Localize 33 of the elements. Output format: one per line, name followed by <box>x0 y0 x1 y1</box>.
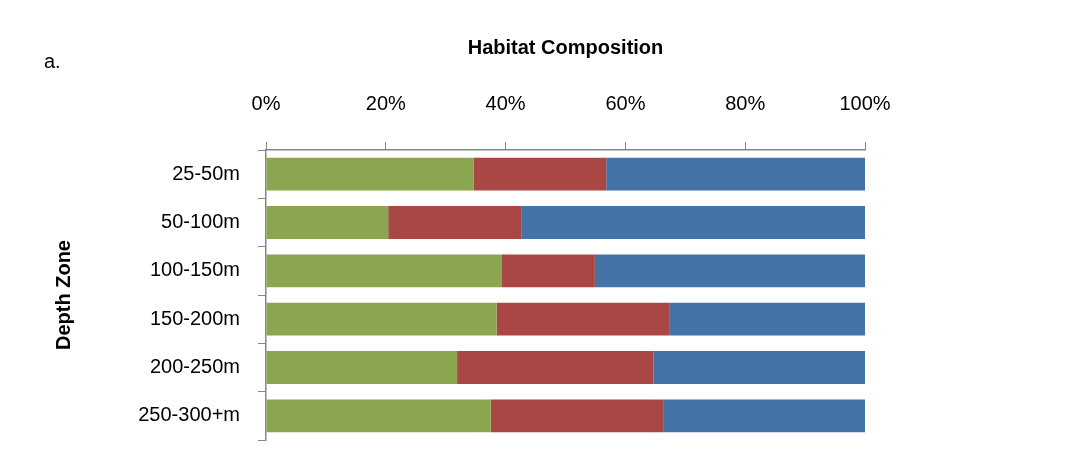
bar <box>457 351 654 384</box>
bar <box>388 206 522 239</box>
y-tick-label: 100-150m <box>149 258 240 281</box>
y-tick-label: 200-250m <box>149 355 240 378</box>
bar <box>473 157 607 191</box>
bar <box>266 351 458 384</box>
y-tick-label: 250-300+m <box>138 403 240 426</box>
x-tick-label: 100% <box>839 91 891 114</box>
bar <box>490 399 664 433</box>
bar <box>266 399 491 433</box>
bar <box>502 254 595 288</box>
y-tick-label: 50-100m <box>161 210 240 233</box>
bar <box>663 399 865 433</box>
text: a. <box>44 49 61 72</box>
bar <box>496 302 670 336</box>
bar <box>266 302 497 336</box>
x-tick-label: 40% <box>485 91 526 114</box>
x-tick-label: 60% <box>605 91 646 114</box>
bar <box>669 302 865 336</box>
bar <box>606 157 865 191</box>
y-axis-title: Depth Zone <box>51 240 74 350</box>
x-tick-label: 0% <box>251 91 281 114</box>
bar <box>266 157 474 191</box>
x-tick-label: 20% <box>365 91 407 114</box>
bar <box>266 254 503 288</box>
bar <box>594 254 865 288</box>
bar <box>266 206 389 239</box>
y-tick-label: 25-50m <box>172 161 240 184</box>
chart-title: Habitat Composition <box>467 35 664 58</box>
y-tick-label: 150-200m <box>149 306 240 329</box>
x-tick-label: 80% <box>725 91 766 114</box>
bar <box>653 351 865 384</box>
bar <box>521 206 865 239</box>
